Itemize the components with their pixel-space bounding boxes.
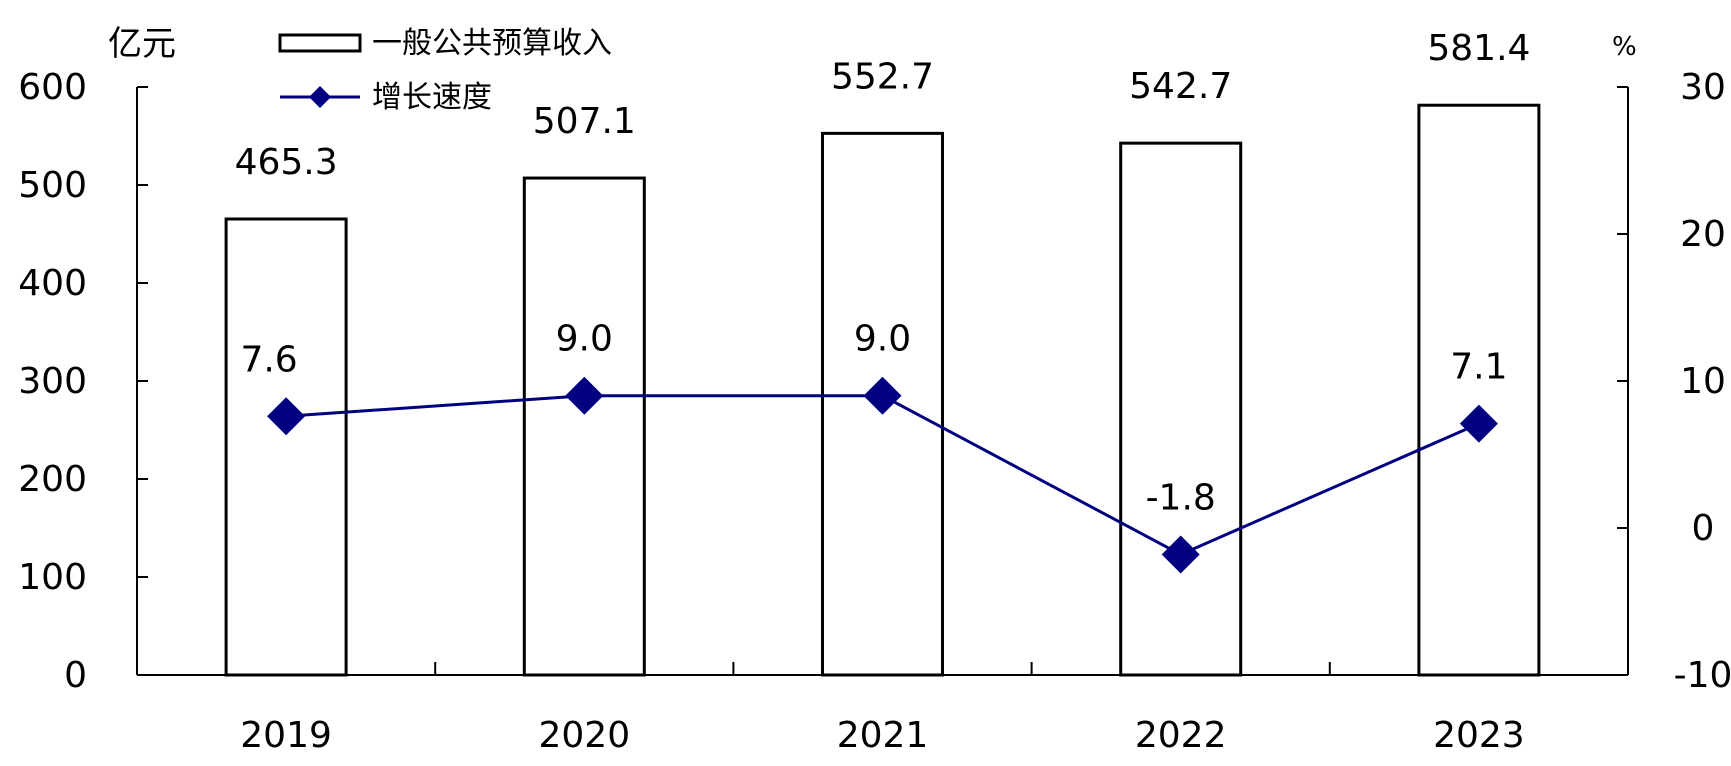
x-tick-label: 2020: [538, 715, 630, 756]
x-tick-label: 2019: [240, 715, 332, 756]
growth-value-label: 7.1: [1450, 347, 1507, 388]
right-tick-label: 10: [1680, 361, 1726, 402]
left-axis-unit: 亿元: [108, 24, 176, 64]
legend-line-label: 增长速度: [372, 80, 492, 115]
bar-2022: [1119, 141, 1243, 677]
bar-value-label: 465.3: [235, 142, 338, 183]
right-axis-unit: %: [1612, 32, 1637, 62]
growth-value-label: 9.0: [854, 319, 911, 360]
bar-2023: [1417, 103, 1541, 677]
bar-value-label: 542.7: [1129, 66, 1232, 107]
legend-bar-swatch: [278, 33, 362, 53]
right-tick-label: 0: [1692, 508, 1715, 549]
bar-value-label: 581.4: [1427, 28, 1530, 69]
left-tick-label: 400: [18, 263, 87, 304]
bar-2019: [224, 217, 348, 677]
growth-point-2021: [863, 376, 902, 415]
growth-point-2022: [1161, 535, 1200, 574]
growth-point-2023: [1459, 404, 1498, 443]
legend-line-marker: [309, 86, 331, 108]
growth-point-2020: [565, 376, 604, 415]
bar-value-label: 507.1: [533, 101, 636, 142]
right-tick-label: -10: [1674, 655, 1731, 696]
left-tick-label: 100: [18, 557, 87, 598]
left-tick-label: 300: [18, 361, 87, 402]
left-tick-label: 500: [18, 165, 87, 206]
x-tick-label: 2022: [1135, 715, 1227, 756]
right-tick-label: 30: [1680, 67, 1726, 108]
left-tick-label: 200: [18, 459, 87, 500]
left-tick-label: 0: [64, 655, 87, 696]
left-tick-label: 600: [18, 67, 87, 108]
bar-2020: [522, 176, 646, 677]
right-tick-label: 20: [1680, 214, 1726, 255]
growth-value-label: 7.6: [240, 339, 297, 380]
bar-value-label: 552.7: [831, 56, 934, 97]
growth-value-label: -1.8: [1146, 477, 1216, 518]
growth-value-label: 9.0: [556, 319, 613, 360]
legend-bar-label: 一般公共预算收入: [372, 26, 612, 61]
x-tick-label: 2021: [837, 715, 929, 756]
x-tick-label: 2023: [1433, 715, 1525, 756]
growth-point-2019: [267, 397, 306, 436]
